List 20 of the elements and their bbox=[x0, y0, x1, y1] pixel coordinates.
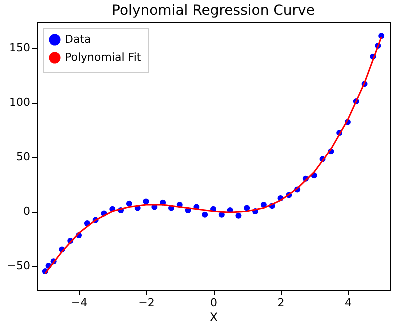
legend-label: Data bbox=[65, 33, 92, 46]
x-tick-label: 0 bbox=[210, 296, 218, 310]
point bbox=[244, 205, 250, 212]
x-tick-label: 4 bbox=[344, 296, 352, 310]
point bbox=[202, 212, 208, 218]
y-tick-label: 150 bbox=[10, 42, 30, 55]
x-tick-label: 2 bbox=[278, 296, 285, 310]
y-tick-label: 100 bbox=[10, 96, 30, 110]
legend-label: Polynomial Fit bbox=[65, 51, 142, 64]
x-tick-label: −4 bbox=[71, 296, 88, 310]
x-axis-title: X bbox=[210, 310, 218, 324]
y-tick-label: 50 bbox=[16, 150, 30, 164]
point bbox=[260, 202, 267, 208]
y-tick-label: 0 bbox=[24, 205, 30, 218]
x-tick-label: −2 bbox=[138, 296, 155, 310]
chart-title: Polynomial Regression Curve bbox=[112, 3, 315, 19]
point bbox=[126, 200, 132, 207]
point bbox=[143, 198, 150, 205]
y-tick-label: −50 bbox=[7, 260, 30, 273]
point bbox=[236, 212, 242, 219]
